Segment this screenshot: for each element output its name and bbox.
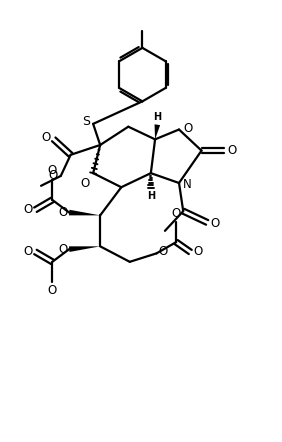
Text: O: O (42, 131, 51, 145)
Text: H: H (147, 191, 155, 201)
Text: O: O (81, 176, 90, 190)
Text: O: O (23, 245, 33, 259)
Polygon shape (69, 210, 100, 215)
Text: O: O (48, 284, 57, 297)
Text: O: O (210, 217, 219, 230)
Text: O: O (23, 203, 33, 216)
Polygon shape (69, 246, 100, 252)
Text: O: O (59, 206, 68, 219)
Text: S: S (82, 115, 90, 128)
Text: O: O (48, 164, 57, 177)
Text: O: O (49, 169, 58, 183)
Text: O: O (171, 206, 181, 220)
Text: H: H (153, 112, 161, 122)
Text: O: O (227, 144, 237, 157)
Text: O: O (158, 245, 167, 259)
Text: O: O (183, 122, 193, 135)
Text: O: O (193, 245, 202, 259)
Text: O: O (59, 243, 68, 255)
Text: N: N (183, 178, 192, 191)
Polygon shape (155, 124, 160, 139)
